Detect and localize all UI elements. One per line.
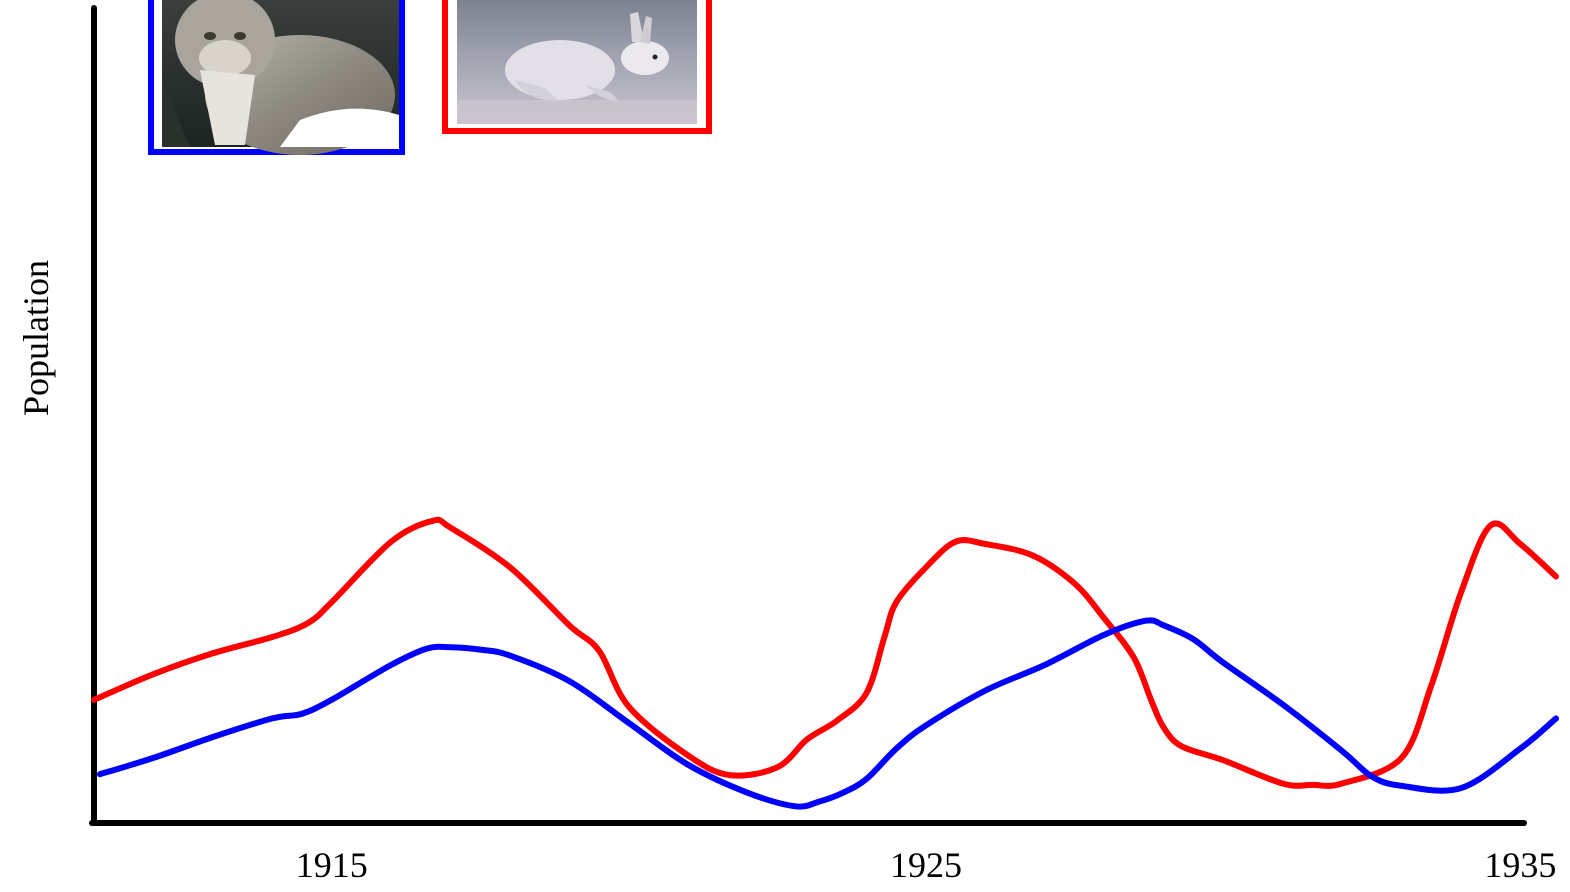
hare-population-line: [91, 516, 1559, 789]
x-tick-label-1935: 1935: [1484, 845, 1556, 885]
y-axis-title: Population: [16, 260, 56, 416]
x-tick-label-1915: 1915: [296, 845, 368, 885]
lynx-photo: [148, 0, 405, 155]
x-tick-labels: 1915 1925 1935: [296, 845, 1557, 885]
series-layer: [91, 516, 1559, 810]
x-tick-label-1925: 1925: [890, 845, 962, 885]
lynx-population-line: [96, 617, 1559, 810]
snowshoe-hare-photo: [442, 0, 712, 134]
